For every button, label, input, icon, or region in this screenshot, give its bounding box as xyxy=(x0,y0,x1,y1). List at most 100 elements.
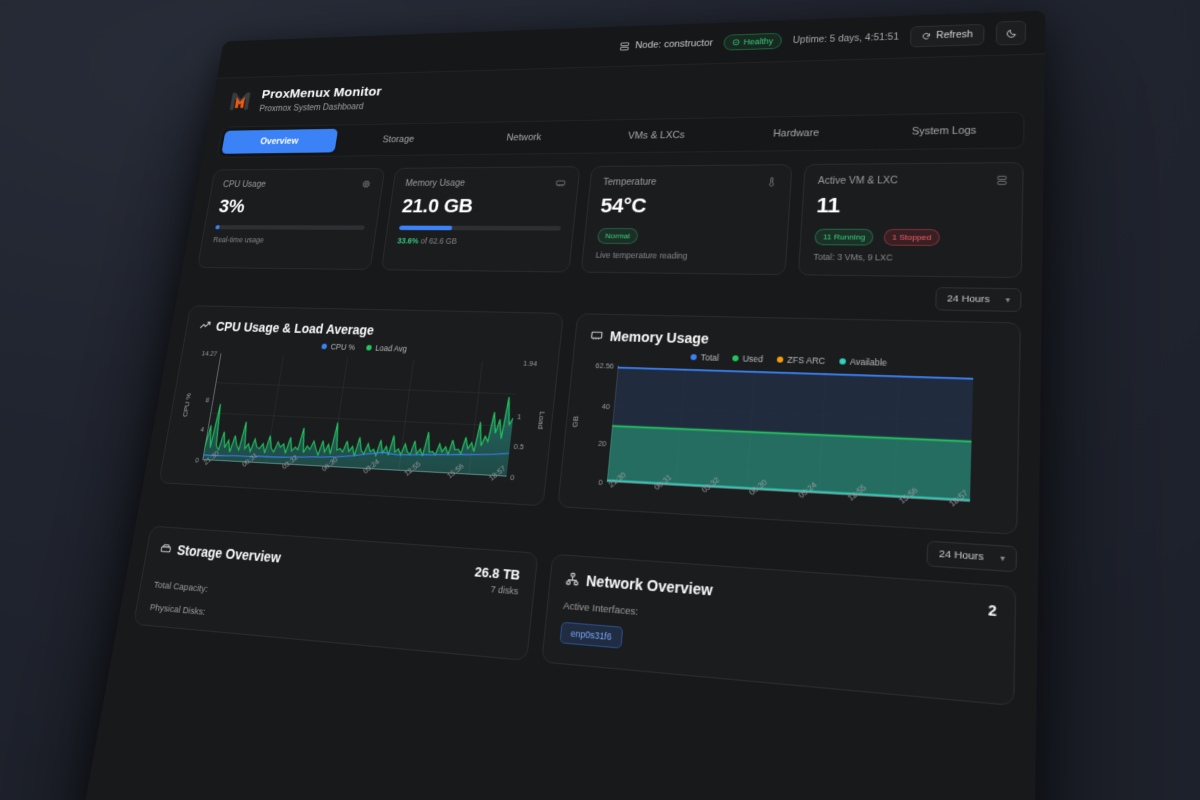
check-circle-icon xyxy=(732,39,740,46)
cpu-usage-value: 3% xyxy=(217,195,247,217)
memory-usage-value: 21.0 GB xyxy=(400,194,475,217)
cpu-chart-plot: CPU % 14.27 8 4 0 xyxy=(174,348,547,492)
memory-chart-y-label: GB xyxy=(570,415,581,428)
legend-item-zfs-arc: ZFS ARC xyxy=(776,354,825,366)
memory-chart-plot: GB 62.56 40 20 0 xyxy=(570,360,1001,518)
server-icon xyxy=(619,41,630,51)
memory-stick-icon xyxy=(555,178,566,188)
cpu-load-chart-panel: CPU Usage & Load Average CPU % Load Avg … xyxy=(158,304,564,506)
cpu-usage-card: CPU Usage 3% Real-time usage xyxy=(197,167,386,270)
memory-chart-panel: Memory Usage Total Used ZFS ARC xyxy=(557,312,1021,535)
network-interface-count: 2 xyxy=(987,601,997,620)
legend-item-cpu: CPU % xyxy=(321,341,356,352)
tab-overview[interactable]: Overview xyxy=(221,128,339,154)
cpu-chip-icon xyxy=(361,179,372,189)
tab-system-logs[interactable]: System Logs xyxy=(911,124,977,138)
time-range-select-bottom-value: 24 Hours xyxy=(938,547,984,563)
tab-network[interactable]: Network xyxy=(505,131,542,143)
network-icon xyxy=(565,572,580,587)
refresh-button[interactable]: Refresh xyxy=(909,23,985,47)
vm-stopped-badge: 1 Stopped xyxy=(883,228,941,246)
time-range-select-top[interactable]: 24 Hours ▾ xyxy=(935,286,1022,312)
chart-panel-row: CPU Usage & Load Average CPU % Load Avg … xyxy=(144,296,1042,536)
legend-item-load: Load Avg xyxy=(366,343,408,353)
tab-storage[interactable]: Storage xyxy=(381,133,415,145)
node-label: Node: constructor xyxy=(634,37,714,51)
chevron-down-icon: ▾ xyxy=(1005,294,1011,305)
cpu-chart-y2-label: Load xyxy=(536,410,548,429)
cpu-usage-label: CPU Usage xyxy=(222,179,267,190)
moon-icon xyxy=(1005,28,1017,39)
active-vm-lxc-value: 11 xyxy=(815,192,841,217)
thermometer-icon xyxy=(766,176,778,186)
server-stack-icon xyxy=(996,174,1008,185)
memory-usage-footer: 33.6% of 62.6 GB xyxy=(397,236,560,246)
memory-chart-title: Memory Usage xyxy=(609,328,710,347)
hard-drive-icon xyxy=(159,542,172,555)
memory-usage-card: Memory Usage 21.0 GB 33.6% of 62.6 GB xyxy=(380,165,581,273)
mem-ytick-0: 62.56 xyxy=(595,360,615,370)
page-subtitle: Proxmox System Dashboard xyxy=(258,102,365,114)
mem-ytick-3: 0 xyxy=(598,476,604,487)
mem-ytick-2: 20 xyxy=(597,438,607,449)
active-vm-lxc-label: Active VM & LXC xyxy=(817,175,898,187)
cpu-chart-y-label: CPU % xyxy=(180,392,193,417)
vm-running-badge: 11 Running xyxy=(814,228,875,246)
status-badge: Healthy xyxy=(722,32,783,51)
cpu-chart-title-row: CPU Usage & Load Average xyxy=(198,318,547,341)
legend-label-load: Load Avg xyxy=(374,342,408,354)
cpu-ytick-1: 8 xyxy=(205,394,211,404)
memory-usage-percent: 33.6% xyxy=(396,235,420,245)
cpu-ytick-0: 14.27 xyxy=(201,348,219,357)
network-interface-chip[interactable]: enp0s31f6 xyxy=(559,621,624,649)
cpu-y2tick-0: 1.94 xyxy=(522,358,538,368)
cpu-chart-canvas xyxy=(202,352,519,477)
node-indicator: Node: constructor xyxy=(619,38,713,52)
temperature-badge: Normal xyxy=(596,227,639,244)
refresh-label: Refresh xyxy=(935,29,973,41)
cpu-chart-title: CPU Usage & Load Average xyxy=(214,318,376,338)
cpu-ytick-2: 4 xyxy=(199,424,205,434)
theme-toggle-button[interactable] xyxy=(995,20,1027,46)
memory-usage-total: of 62.6 GB xyxy=(420,236,458,246)
legend-label-available: Available xyxy=(849,356,888,368)
network-overview-panel: Network Overview 2 Active Interfaces: en… xyxy=(541,553,1017,706)
memory-usage-bar xyxy=(398,225,562,231)
memory-chart-svg xyxy=(607,365,973,501)
tab-hardware[interactable]: Hardware xyxy=(772,127,820,139)
cpu-y2tick-2: 0.5 xyxy=(513,441,525,452)
trending-up-icon xyxy=(199,320,212,332)
legend-label-zfs-arc: ZFS ARC xyxy=(786,354,826,366)
network-title: Network Overview xyxy=(585,571,714,599)
proxmenux-dashboard-window: Node: constructor Healthy Uptime: 5 days… xyxy=(80,10,1046,800)
time-range-select-top-value: 24 Hours xyxy=(946,292,990,305)
cpu-chart-svg xyxy=(202,353,519,477)
page-title: ProxMenux Monitor xyxy=(260,84,383,102)
legend-label-used: Used xyxy=(742,353,764,364)
temperature-label: Temperature xyxy=(602,176,657,188)
memory-usage-label: Memory Usage xyxy=(404,178,466,189)
storage-total-capacity: 26.8 TB xyxy=(473,563,522,583)
storage-overview-panel: Storage Overview 26.8 TB 7 disks Total C… xyxy=(133,525,539,661)
legend-item-available: Available xyxy=(838,356,888,368)
active-vm-lxc-card: Active VM & LXC 11 11 Running 1 Stopped … xyxy=(797,161,1024,278)
memory-chart-canvas xyxy=(606,365,973,502)
tab-vms-lxcs[interactable]: VMs & LXCs xyxy=(627,129,686,142)
temperature-card: Temperature 54°C Normal Live temperature… xyxy=(580,163,793,275)
temperature-footer: Live temperature reading xyxy=(595,249,688,261)
cpu-y2tick-1: 1 xyxy=(516,412,522,422)
cpu-usage-footer: Real-time usage xyxy=(212,234,265,244)
proxmenux-m-logo-icon xyxy=(226,89,254,114)
uptime-label: Uptime: 5 days, 4:51:51 xyxy=(792,31,900,46)
mem-ytick-1: 40 xyxy=(601,401,611,411)
refresh-icon xyxy=(921,32,931,41)
legend-item-total: Total xyxy=(690,351,720,363)
network-title-row: Network Overview xyxy=(565,570,713,598)
memory-stick-icon xyxy=(590,329,604,342)
legend-label-total: Total xyxy=(700,351,720,363)
chevron-down-icon: ▾ xyxy=(1000,552,1006,564)
temperature-value: 54°C xyxy=(599,193,648,217)
stat-card-row: CPU Usage 3% Real-time usage Memory Usag… xyxy=(183,148,1044,278)
storage-title-row: Storage Overview xyxy=(159,541,282,565)
